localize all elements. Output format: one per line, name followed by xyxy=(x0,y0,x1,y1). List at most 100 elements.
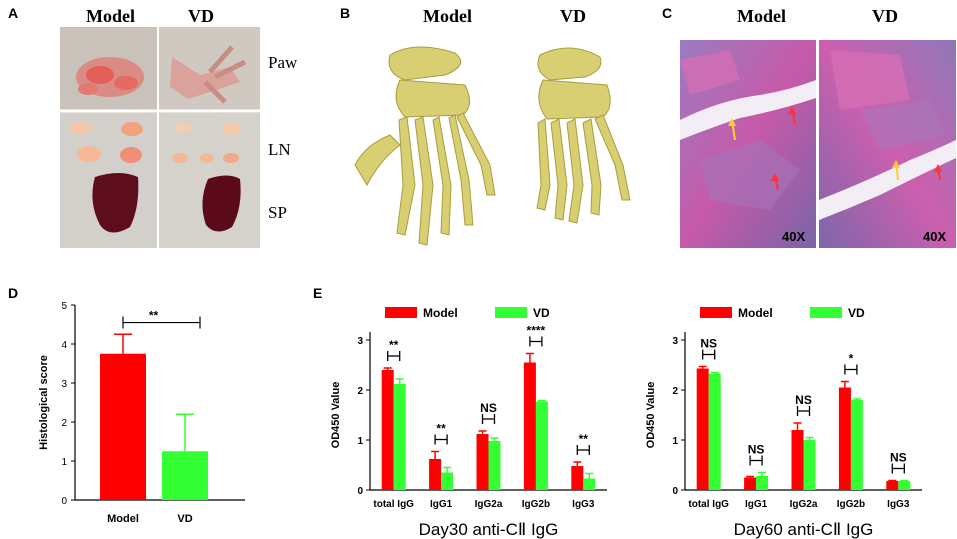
y-tick-label: 5 xyxy=(61,301,67,312)
significance-label: NS xyxy=(480,401,497,415)
significance-label: NS xyxy=(890,451,907,465)
chart-d-histological-score: 0 1 2 3 4 5 Histological score Model VD ** xyxy=(38,301,245,525)
x-tick-label: IgG1 xyxy=(430,499,453,510)
bar-vd xyxy=(756,476,769,490)
y-tick-label: 0 xyxy=(672,486,678,497)
bar-model xyxy=(744,477,757,490)
vd-magnification-label: 40X xyxy=(923,229,947,244)
legend-label-vd: VD xyxy=(533,306,550,320)
y-tick-label: 2 xyxy=(672,386,678,397)
row-label-ln: LN xyxy=(268,140,291,159)
bar-model xyxy=(838,387,851,490)
panel-b-3d-bone-render xyxy=(354,46,631,246)
legend-swatch-vd xyxy=(495,307,527,318)
bar-model xyxy=(523,362,536,490)
significance-label: ** xyxy=(149,309,159,323)
significance-label: NS xyxy=(700,337,717,351)
y-tick-label: 4 xyxy=(61,340,67,351)
row-label-paw: Paw xyxy=(268,53,298,72)
bar-vd xyxy=(583,478,596,490)
significance-label: **** xyxy=(527,324,546,338)
panel-b-vd-header: VD xyxy=(560,6,586,26)
legend-swatch-model xyxy=(700,307,732,318)
panel-c-vd-header: VD xyxy=(872,6,898,26)
bar-model xyxy=(429,459,442,490)
x-tick-label: Model xyxy=(107,513,139,525)
vd-lymph-node-image xyxy=(159,113,260,248)
x-tick-label: total IgG xyxy=(373,499,414,510)
bar-model xyxy=(571,466,584,490)
panel-a-vd-header: VD xyxy=(188,6,214,26)
x-axis-title: Day30 anti-CⅡ IgG xyxy=(419,520,559,539)
x-tick-label: IgG2b xyxy=(837,499,865,510)
x-tick-label: IgG2a xyxy=(790,499,818,510)
model-bone-reconstruction xyxy=(354,46,496,246)
bar-vd xyxy=(803,440,816,490)
bar-model xyxy=(696,368,709,490)
bar-model xyxy=(381,370,394,490)
x-tick-label: VD xyxy=(177,513,192,525)
y-axis-label: Histological score xyxy=(38,355,50,450)
y-tick-label: 2 xyxy=(357,386,363,397)
legend-swatch-model xyxy=(385,307,417,318)
bar-vd xyxy=(162,451,208,500)
panel-a-photo xyxy=(60,27,260,248)
panel-b-model-header: Model xyxy=(423,6,472,26)
bar-vd xyxy=(898,481,911,490)
significance-label: NS xyxy=(748,443,765,457)
y-tick-label: 3 xyxy=(61,379,67,390)
bar-vd xyxy=(535,401,548,490)
model-lymph-node-image xyxy=(60,113,157,248)
significance-label: * xyxy=(849,352,854,366)
panel-letter-a: A xyxy=(8,5,19,21)
bar-vd xyxy=(708,373,721,490)
significance-label: ** xyxy=(579,432,589,446)
chart-e-day60: Model VD 0 1 2 3 OD450 Value total IgG NS IgG1 NS I… xyxy=(645,306,922,539)
model-histology-image xyxy=(680,40,816,248)
y-tick-label: 2 xyxy=(61,418,67,429)
chart-e-day30: Model VD 0 1 2 3 OD450 Value total IgG ** IgG1 ** I… xyxy=(330,306,607,539)
legend-label-model: Model xyxy=(738,306,773,320)
significance-label: NS xyxy=(795,393,812,407)
bar-vd xyxy=(488,441,501,490)
panel-letter-d: D xyxy=(8,285,19,301)
legend-label-model: Model xyxy=(423,306,458,320)
bar-vd xyxy=(850,400,863,490)
y-tick-label: 0 xyxy=(357,486,363,497)
y-tick-label: 1 xyxy=(672,436,678,447)
row-label-sp: SP xyxy=(268,203,287,222)
panel-a-model-header: Model xyxy=(86,6,135,26)
bar-model xyxy=(886,481,899,490)
legend-swatch-vd xyxy=(810,307,842,318)
y-tick-label: 0 xyxy=(61,496,67,507)
model-paw-image xyxy=(60,27,157,110)
x-tick-label: IgG3 xyxy=(887,499,910,510)
panel-letter-b: B xyxy=(340,5,351,21)
vd-histology-image xyxy=(819,40,956,248)
x-tick-label: IgG2a xyxy=(475,499,503,510)
significance-label: ** xyxy=(436,422,446,436)
vd-paw-image xyxy=(159,27,260,110)
bar-vd xyxy=(441,472,454,490)
y-tick-label: 3 xyxy=(357,336,363,347)
bar-model xyxy=(100,353,146,500)
x-tick-label: IgG1 xyxy=(745,499,768,510)
y-tick-label: 1 xyxy=(357,436,363,447)
x-tick-label: total IgG xyxy=(688,499,729,510)
panel-letter-e: E xyxy=(313,285,323,301)
panel-letter-c: C xyxy=(662,5,673,21)
legend-label-vd: VD xyxy=(848,306,865,320)
panel-c-histology xyxy=(680,40,956,248)
bar-model xyxy=(476,434,489,490)
y-axis-label: OD450 Value xyxy=(330,382,342,449)
x-tick-label: IgG3 xyxy=(572,499,595,510)
panel-c-model-header: Model xyxy=(737,6,786,26)
significance-label: ** xyxy=(389,338,399,352)
model-magnification-label: 40X xyxy=(782,229,806,244)
vd-bone-reconstruction xyxy=(536,47,631,224)
y-tick-label: 1 xyxy=(61,457,67,468)
y-tick-label: 3 xyxy=(672,336,678,347)
bar-model xyxy=(791,430,804,490)
bar-vd xyxy=(393,384,406,490)
x-tick-label: IgG2b xyxy=(522,499,550,510)
